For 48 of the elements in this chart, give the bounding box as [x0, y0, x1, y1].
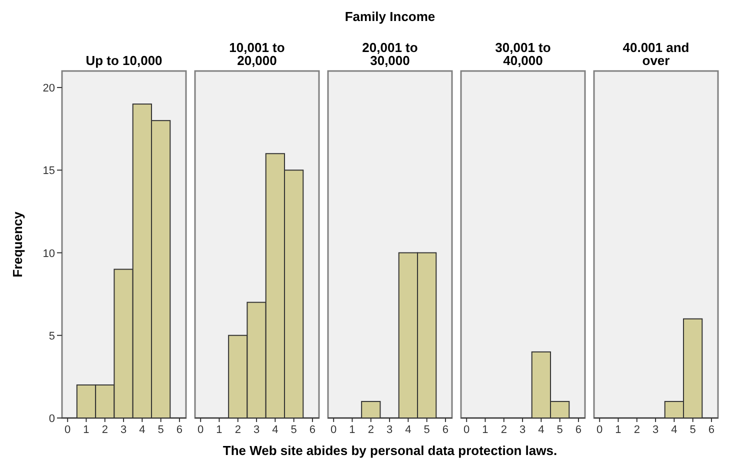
x-tick-label: 0 [330, 424, 337, 436]
x-tick-label: 2 [634, 424, 640, 436]
x-tick-label: 0 [64, 424, 71, 436]
x-tick-label: 4 [139, 424, 146, 436]
x-tick-label: 6 [176, 424, 183, 436]
x-tick-label: 6 [309, 424, 316, 436]
x-tick-label: 3 [253, 424, 260, 436]
y-tick-label: 15 [42, 165, 55, 178]
x-tick-label: 4 [272, 424, 278, 436]
x-tick-label: 4 [671, 424, 678, 436]
x-tick-label: 2 [102, 424, 108, 436]
x-axis-title: The Web site abides by personal data protection laws. [222, 443, 558, 458]
y-axis-title: Frequency [10, 210, 25, 278]
x-tick-label: 2 [368, 424, 374, 436]
x-tick-label: 6 [575, 424, 582, 436]
x-tick-label: 5 [424, 424, 430, 436]
x-tick-label: 0 [464, 424, 470, 436]
chart-title: 20,001 to 30,000 [362, 40, 418, 68]
chart-title: 40.001 and over [622, 40, 690, 68]
x-tick-label: 1 [83, 424, 90, 436]
x-tick-label: 0 [596, 424, 603, 436]
x-tick-label: 0 [198, 424, 204, 436]
chart-title: 10,001 to 20,000 [229, 40, 285, 68]
x-tick-label: 1 [216, 424, 222, 436]
x-tick-label: 3 [120, 424, 127, 436]
y-tick-label: 10 [42, 248, 55, 260]
x-tick-label: 4 [405, 424, 412, 436]
text: Family Income [344, 9, 436, 24]
y-tick-label: 20 [42, 82, 55, 95]
x-tick-label: 5 [690, 424, 696, 436]
x-tick-label: 2 [500, 424, 507, 436]
x-tick-label: 5 [158, 424, 164, 436]
y-tick-label: 5 [48, 330, 55, 342]
x-tick-label: 5 [556, 424, 563, 436]
x-tick-label: 6 [442, 424, 449, 436]
x-tick-label: 3 [519, 424, 526, 436]
x-tick-label: 6 [708, 424, 715, 436]
chart-title: Up to 10,000 [86, 53, 162, 68]
x-tick-label: 4 [538, 424, 544, 436]
x-tick-label: 5 [290, 424, 297, 436]
x-tick-label: 3 [652, 424, 659, 436]
x-tick-label: 2 [234, 424, 241, 436]
y-tick-label: 0 [48, 413, 55, 425]
x-tick-label: 1 [615, 424, 622, 436]
x-tick-label: 1 [482, 424, 488, 436]
chart-title: 30,001 to 40,000 [495, 40, 551, 68]
x-tick-label: 3 [386, 424, 393, 436]
x-tick-label: 1 [349, 424, 356, 436]
